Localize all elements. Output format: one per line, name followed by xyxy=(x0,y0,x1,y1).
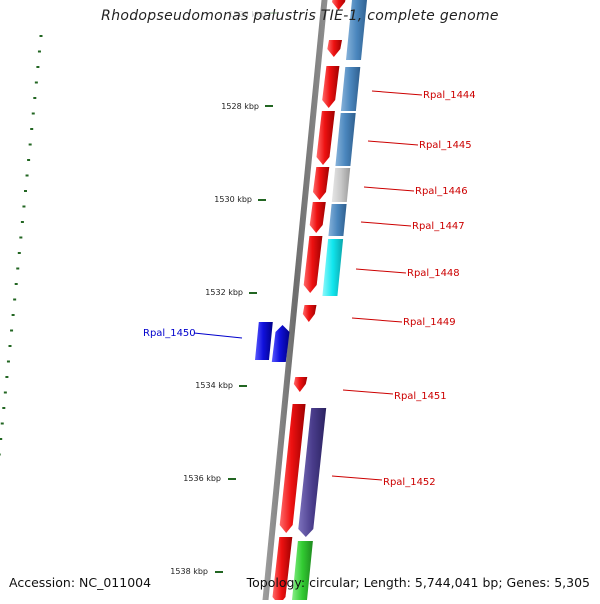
cog-block-rpal-1452[interactable] xyxy=(298,408,327,537)
gene-label-rpal-1448[interactable]: Rpal_1448 xyxy=(407,268,460,279)
gc-content-dot xyxy=(0,453,1,456)
gene-label-rpal-1444[interactable]: Rpal_1444 xyxy=(423,90,476,101)
gc-content-dot xyxy=(6,360,10,363)
scale-tick-1532 xyxy=(249,292,257,294)
scale-label-1538: 1538 kbp xyxy=(170,567,208,576)
feature-track xyxy=(255,0,368,604)
scale-label-1526: 1526 kbp xyxy=(228,10,266,19)
gc-content-dot xyxy=(28,143,32,146)
scale-label-1530: 1530 kbp xyxy=(214,195,252,204)
gc-content-track xyxy=(0,35,43,456)
gene-label-rpal-1445[interactable]: Rpal_1445 xyxy=(419,140,472,151)
gc-content-dot xyxy=(24,190,27,192)
gc-content-dot xyxy=(14,283,18,285)
gc-content-dot xyxy=(0,438,3,440)
gc-content-dot xyxy=(13,298,17,301)
leader-rpal-1448 xyxy=(355,268,407,274)
gene-label-rpal-1449[interactable]: Rpal_1449 xyxy=(403,317,456,328)
leader-rpal-1451 xyxy=(342,389,394,395)
gc-content-dot xyxy=(39,35,43,37)
scale-tick-1536 xyxy=(228,478,236,480)
gene-label-rpal-1450[interactable]: Rpal_1450 xyxy=(143,328,196,339)
leader-rpal-1447 xyxy=(360,221,412,227)
gc-content-dot xyxy=(10,329,14,332)
leader-rpal-1449 xyxy=(351,317,403,323)
gc-content-dot xyxy=(2,407,6,409)
gene-labels: Rpal_1444 Rpal_1445 Rpal_1446 Rpal_1447 … xyxy=(143,90,476,488)
scale-tick-1528 xyxy=(265,105,273,107)
genome-title: Rhodopseudomonas palustris TIE-1, comple… xyxy=(101,8,499,24)
cds-rpal-1450-b[interactable] xyxy=(271,325,290,362)
scale-tick-1534 xyxy=(239,385,247,387)
gc-content-dot xyxy=(25,174,29,177)
gc-content-dot xyxy=(11,314,15,316)
gene-label-rpal-1451[interactable]: Rpal_1451 xyxy=(394,391,447,402)
gc-content-dot xyxy=(17,252,21,254)
cog-block-rpal-1444[interactable] xyxy=(340,67,361,111)
leader-rpal-1452 xyxy=(331,475,383,481)
leader-rpal-1445 xyxy=(367,140,419,146)
cds-rpal-1445[interactable] xyxy=(316,111,335,165)
cog-block-downstream[interactable] xyxy=(291,541,313,604)
gc-content-dot xyxy=(8,345,12,347)
gc-content-dot xyxy=(0,422,4,425)
topology-text: Topology: circular; Length: 5,744,041 bp… xyxy=(246,575,590,590)
scale-tick-1530 xyxy=(258,199,266,201)
cds-rpal-1452[interactable] xyxy=(279,404,306,533)
genome-backbone xyxy=(262,0,328,604)
gene-label-rpal-1446[interactable]: Rpal_1446 xyxy=(415,186,468,197)
cds-rpal-1450-a[interactable] xyxy=(255,322,273,360)
gc-content-dot xyxy=(22,205,26,208)
scale-label-1536: 1536 kbp xyxy=(183,474,221,483)
cog-block-rpal-1446[interactable] xyxy=(331,168,351,202)
cds-rpal-1451[interactable] xyxy=(293,377,308,392)
gc-content-dot xyxy=(34,81,38,84)
leader-rpal-1450 xyxy=(193,332,243,339)
gc-content-dot xyxy=(20,221,24,223)
gc-content-dot xyxy=(27,159,31,161)
scale-label-1532: 1532 kbp xyxy=(205,288,243,297)
gc-content-dot xyxy=(19,236,23,239)
cds-rpal-1443[interactable] xyxy=(327,40,342,57)
scale-tick-1526 xyxy=(270,12,277,14)
cds-rpal-1447[interactable] xyxy=(309,202,326,233)
gc-content-dot xyxy=(36,66,40,68)
scale-track: 1526 kbp 1528 kbp 1530 kbp 1532 kbp 1534… xyxy=(170,10,277,576)
gene-label-rpal-1452[interactable]: Rpal_1452 xyxy=(383,477,436,488)
cds-rpal-1444[interactable] xyxy=(322,66,340,108)
gc-content-dot xyxy=(30,128,34,130)
gc-content-dot xyxy=(3,391,7,394)
scale-label-1528: 1528 kbp xyxy=(221,102,259,111)
gc-content-dot xyxy=(5,376,9,378)
gc-content-dot xyxy=(31,112,35,115)
leader-rpal-1444 xyxy=(371,90,423,96)
cds-rpal-1446[interactable] xyxy=(313,167,330,200)
cog-block-1[interactable] xyxy=(346,0,368,60)
gc-content-dot xyxy=(33,97,37,99)
scale-label-1534: 1534 kbp xyxy=(195,381,233,390)
cds-rpal-1449[interactable] xyxy=(302,305,317,322)
gc-content-dot xyxy=(37,50,41,53)
gene-label-rpal-1447[interactable]: Rpal_1447 xyxy=(412,221,465,232)
scale-tick-1538 xyxy=(215,571,223,573)
gc-content-dot xyxy=(16,267,20,270)
cog-block-rpal-1445[interactable] xyxy=(335,113,356,166)
accession-text: Accession: NC_011004 xyxy=(9,575,152,590)
cog-block-rpal-1447[interactable] xyxy=(328,204,347,236)
cds-upstream-1[interactable] xyxy=(332,0,347,10)
cog-block-rpal-1448[interactable] xyxy=(322,239,344,296)
cds-downstream-1[interactable] xyxy=(272,537,293,604)
cds-rpal-1448[interactable] xyxy=(303,236,323,293)
leader-rpal-1446 xyxy=(363,186,415,192)
